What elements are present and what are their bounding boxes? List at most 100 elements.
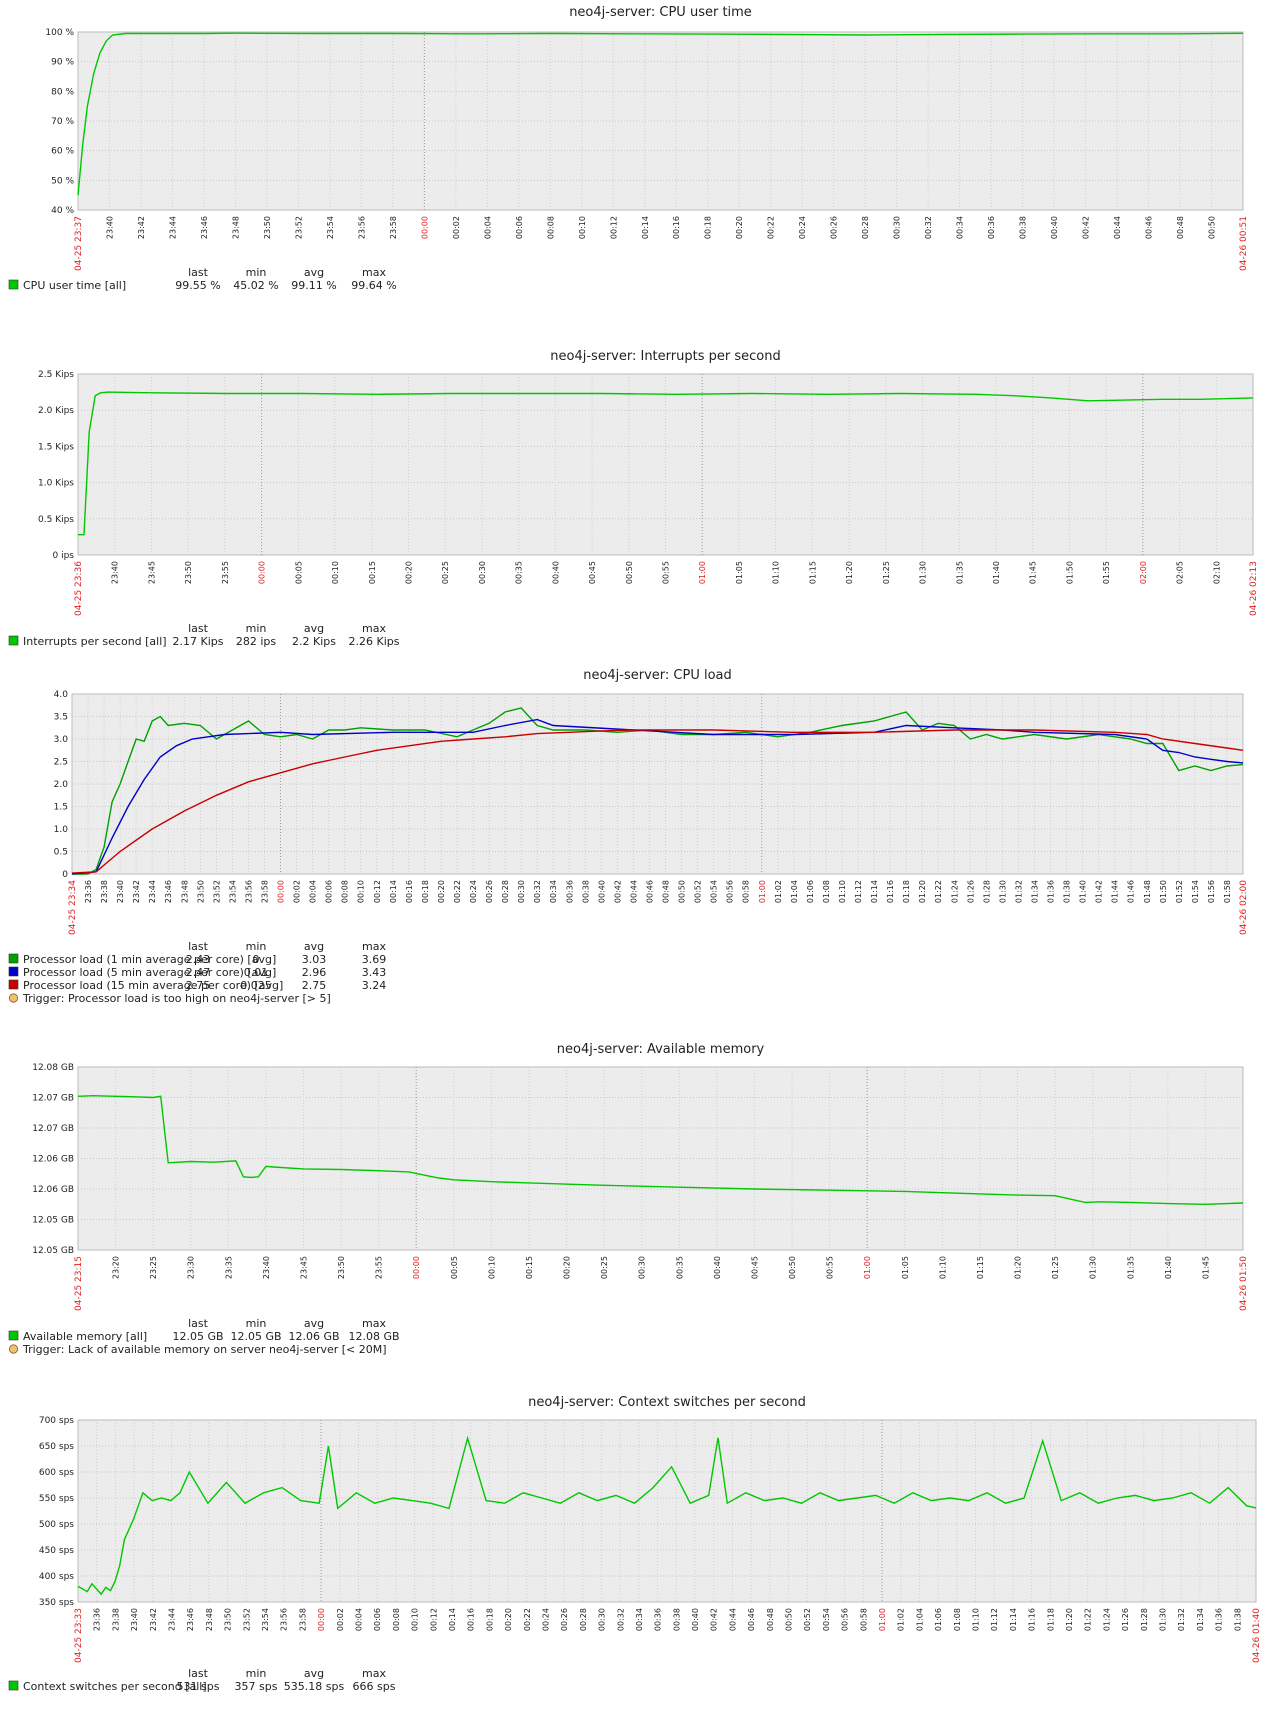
x-tick-label: 00:02 bbox=[336, 1608, 345, 1631]
x-tick-label: 00:04 bbox=[354, 1608, 363, 1631]
available-memory-chart: neo4j-server: Available memory 12.05 GB 12… bbox=[8, 1042, 1249, 1356]
x-tick-label: 00:45 bbox=[588, 561, 597, 584]
x-tick-label: 23:50 bbox=[184, 561, 193, 584]
x-tick-label: 23:30 bbox=[187, 1256, 196, 1279]
x-tick-label: 00:16 bbox=[405, 880, 414, 903]
x-tick-label: 00:20 bbox=[563, 1256, 572, 1279]
x-tick-label: 01:34 bbox=[1030, 880, 1039, 903]
x-tick-label: 00:52 bbox=[803, 1608, 812, 1631]
x-tick-label: 01:32 bbox=[1014, 880, 1023, 903]
x-tick-label: 01:25 bbox=[882, 561, 891, 584]
x-tick-label: 01:38 bbox=[1063, 880, 1072, 903]
x-tick-label: 01:20 bbox=[1014, 1256, 1023, 1279]
x-tick-label: 00:40 bbox=[551, 561, 560, 584]
series-line-1 bbox=[78, 391, 1254, 536]
y-tick-label: 70 % bbox=[51, 117, 74, 127]
y-tick-label: 0.5 bbox=[54, 848, 68, 858]
x-tick-label: 01:14 bbox=[1009, 1608, 1018, 1631]
legend-header-avg: avg bbox=[304, 1667, 324, 1680]
x-tick-label: 00:48 bbox=[1176, 216, 1185, 239]
x-tick-label: 00:40 bbox=[691, 1608, 700, 1631]
x-tick-label: 01:08 bbox=[953, 1608, 962, 1631]
x-tick-label: 23:54 bbox=[326, 216, 335, 239]
legend-label: Context switches per second [all] bbox=[23, 1680, 207, 1693]
legend-swatch bbox=[8, 635, 19, 646]
x-tick-label: 01:02 bbox=[774, 880, 783, 903]
y-tick-label: 12.07 GB bbox=[32, 1124, 74, 1134]
x-tick-label: 00:42 bbox=[613, 880, 622, 903]
x-tick-label: 00:48 bbox=[766, 1608, 775, 1631]
series-line-1 bbox=[72, 707, 1244, 875]
x-tick-label: 00:12 bbox=[609, 216, 618, 239]
x-tick-label: 00:50 bbox=[678, 880, 687, 903]
series-line-1 bbox=[77, 1435, 1257, 1596]
y-tick-label: 450 sps bbox=[39, 1546, 74, 1556]
chart-title: neo4j-server: CPU load bbox=[583, 668, 732, 683]
legend-header-max: max bbox=[362, 940, 386, 953]
x-tick-label: 01:18 bbox=[1046, 1608, 1055, 1631]
x-tick-label: 00:26 bbox=[560, 1608, 569, 1631]
trigger-label: Trigger: Processor load is too high on n… bbox=[22, 992, 331, 1005]
x-tick-label: 00:08 bbox=[341, 880, 350, 903]
legend-header-last: last bbox=[188, 940, 209, 953]
x-tick-label: 00:44 bbox=[728, 1608, 737, 1631]
x-end-label: 04-26 01:40 bbox=[1252, 1608, 1262, 1663]
x-tick-label: 01:48 bbox=[1143, 880, 1152, 903]
legend-header-last: last bbox=[188, 1317, 209, 1330]
legend-header-min: min bbox=[246, 266, 267, 279]
legend-label: Processor load (1 min average per core) … bbox=[23, 953, 276, 966]
x-tick-label: 23:35 bbox=[224, 1256, 233, 1279]
y-tick-label: 2.5 bbox=[54, 758, 68, 768]
x-tick-label: 00:32 bbox=[533, 880, 542, 903]
y-tick-label: 2.0 bbox=[54, 780, 69, 790]
x-tick-label: 01:38 bbox=[1233, 1608, 1242, 1631]
x-tick-label: 00:55 bbox=[826, 1256, 835, 1279]
chart-title: neo4j-server: Context switches per secon… bbox=[528, 1395, 806, 1410]
x-tick-label: 23:42 bbox=[149, 1608, 158, 1631]
x-tick-label: 23:44 bbox=[148, 880, 157, 903]
legend-value-max: 666 sps bbox=[353, 1680, 396, 1693]
x-tick-label: 00:28 bbox=[501, 880, 510, 903]
y-tick-label: 0.5 Kips bbox=[38, 515, 74, 525]
x-tick-label: 01:42 bbox=[1095, 880, 1104, 903]
context-switches-chart: neo4j-server: Context switches per secon… bbox=[8, 1395, 1262, 1693]
x-tick-label: 00:25 bbox=[600, 1256, 609, 1279]
x-tick-label: 01:25 bbox=[1051, 1256, 1060, 1279]
x-tick-label: 00:18 bbox=[704, 216, 713, 239]
x-tick-label: 01:44 bbox=[1111, 880, 1120, 903]
x-tick-label: 01:32 bbox=[1177, 1608, 1186, 1631]
x-tick-label: 23:40 bbox=[111, 561, 120, 584]
legend-header-max: max bbox=[362, 622, 386, 635]
x-tick-label: 01:12 bbox=[990, 1608, 999, 1631]
x-tick-label: 23:48 bbox=[180, 880, 189, 903]
x-tick-label: 01:26 bbox=[1121, 1608, 1130, 1631]
x-tick-label: 00:18 bbox=[421, 880, 430, 903]
x-tick-label: 23:44 bbox=[168, 216, 177, 239]
y-tick-label: 1.5 bbox=[54, 803, 68, 813]
x-tick-label: 00:28 bbox=[579, 1608, 588, 1631]
x-tick-label: 01:00 bbox=[878, 1608, 887, 1631]
x-tick-label: 00:06 bbox=[515, 216, 524, 239]
y-tick-label: 50 % bbox=[51, 176, 74, 186]
x-tick-label: 01:40 bbox=[992, 561, 1001, 584]
x-tick-label: 00:36 bbox=[654, 1608, 663, 1631]
x-tick-label: 00:14 bbox=[389, 880, 398, 903]
x-tick-label: 01:55 bbox=[1102, 561, 1111, 584]
legend-value-last: 2.47 bbox=[186, 966, 211, 979]
legend-value-avg: 99.11 % bbox=[291, 279, 336, 292]
x-tick-label: 01:08 bbox=[822, 880, 831, 903]
x-tick-label: 00:34 bbox=[956, 216, 965, 239]
x-tick-label: 00:04 bbox=[483, 216, 492, 239]
x-tick-label: 00:05 bbox=[294, 561, 303, 584]
x-tick-label: 00:26 bbox=[830, 216, 839, 239]
x-tick-label: 01:26 bbox=[966, 880, 975, 903]
x-tick-label: 01:30 bbox=[919, 561, 928, 584]
x-tick-label: 00:30 bbox=[517, 880, 526, 903]
x-tick-label: 00:56 bbox=[726, 880, 735, 903]
x-tick-label: 01:20 bbox=[1065, 1608, 1074, 1631]
y-tick-label: 350 sps bbox=[39, 1598, 74, 1608]
x-tick-label: 00:30 bbox=[598, 1608, 607, 1631]
x-tick-label: 23:58 bbox=[298, 1608, 307, 1631]
x-tick-label: 01:14 bbox=[870, 880, 879, 903]
